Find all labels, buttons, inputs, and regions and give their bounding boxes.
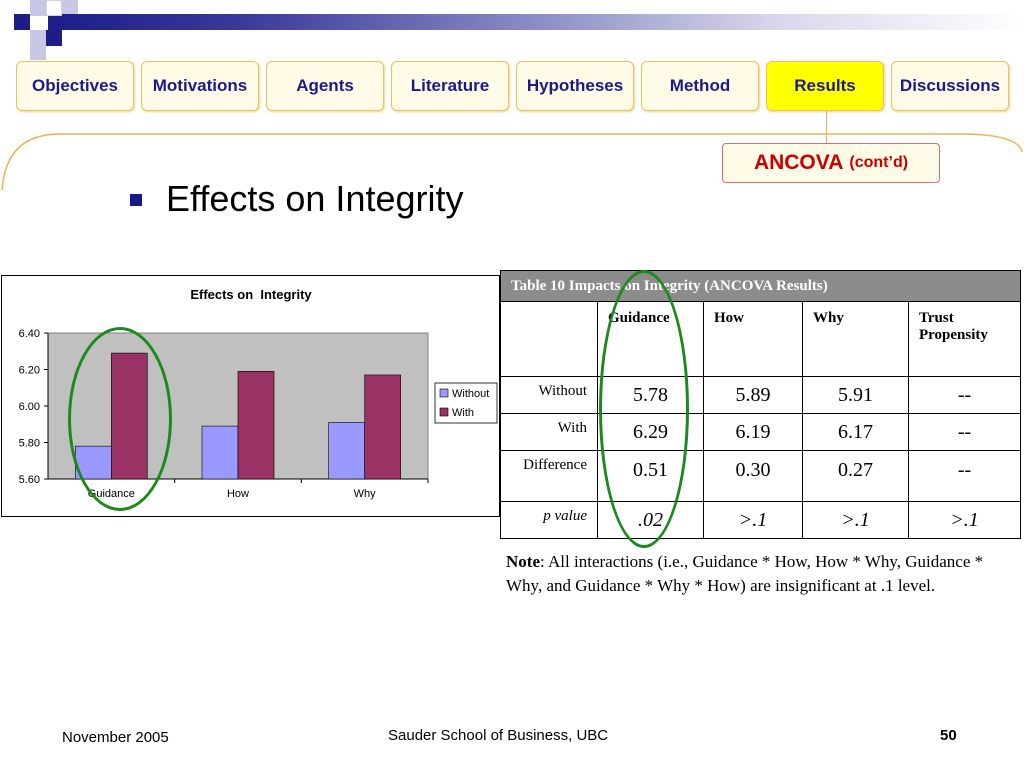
tab-literature[interactable]: Literature	[391, 61, 509, 111]
note-text: : All interactions (i.e., Guidance * How…	[506, 552, 984, 595]
row-label-with: With	[500, 413, 598, 451]
deco-square	[46, 0, 62, 16]
row-label-difference: Difference	[500, 450, 598, 502]
deco-square	[30, 46, 46, 60]
deco-square	[46, 30, 62, 46]
deco-square	[14, 14, 30, 30]
table-cell: 0.30	[703, 450, 803, 502]
bar-without-guidance	[75, 445, 112, 480]
header-empty-cell	[500, 301, 598, 377]
legend-label: Without	[452, 388, 489, 400]
y-tick-label: 5.80	[19, 438, 40, 450]
x-tick-label: How	[227, 488, 249, 500]
chart-container: Effects on Integrity 5.60 5.80 6.00 6.20 6.4…	[1, 275, 500, 517]
x-tick-label: Guidance	[88, 488, 135, 500]
col-header-why: Why	[802, 301, 909, 377]
table-cell: .02	[597, 501, 704, 539]
row-label-without: Without	[500, 376, 598, 414]
section-badge-main: ANCOVA	[753, 151, 844, 174]
deco-square	[30, 30, 46, 46]
tab-discussions[interactable]: Discussions	[891, 61, 1009, 111]
bar-without-how	[201, 425, 239, 480]
bullet-icon	[130, 194, 142, 206]
tab-objectives[interactable]: Objectives	[16, 61, 134, 111]
table-cell: >.1	[908, 501, 1021, 539]
col-header-trust-propensity: Trust Propensity	[908, 301, 1021, 377]
footer-date: November 2005	[62, 729, 169, 746]
results-table: Table 10 Impacts on Integrity (ANCOVA Re…	[500, 270, 1021, 539]
section-badge: ANCOVA (cont’d)	[722, 143, 940, 183]
table-cell: 0.27	[802, 450, 909, 502]
footer-page-number: 50	[940, 727, 957, 744]
tab-method[interactable]: Method	[641, 61, 759, 111]
table-cell: 5.91	[802, 376, 909, 414]
legend-label: With	[452, 407, 474, 419]
table-caption: Table 10 Impacts on Integrity (ANCOVA Re…	[500, 270, 1021, 302]
table-row: With 6.29 6.19 6.17 --	[500, 413, 1021, 451]
table-cell: >.1	[703, 501, 803, 539]
table-cell: 6.17	[802, 413, 909, 451]
table-note: Note: All interactions (i.e., Guidance *…	[506, 550, 996, 598]
deco-square	[62, 0, 78, 14]
y-tick-label: 6.20	[19, 365, 40, 377]
bar-without-why	[328, 422, 365, 480]
y-tick-label: 6.40	[19, 328, 40, 340]
tab-hypotheses[interactable]: Hypotheses	[516, 61, 634, 111]
table-row: Without 5.78 5.89 5.91 --	[500, 376, 1021, 414]
y-tick-label: 6.00	[19, 401, 40, 413]
tab-agents[interactable]: Agents	[266, 61, 384, 111]
table-cell: --	[908, 376, 1021, 414]
table-cell: 6.29	[597, 413, 704, 451]
table-cell: 0.51	[597, 450, 704, 502]
row-label-p-value: p value	[500, 501, 598, 539]
table-cell: --	[908, 450, 1021, 502]
table-cell: --	[908, 413, 1021, 451]
table-cell: >.1	[802, 501, 909, 539]
legend-swatch	[439, 407, 449, 417]
bar-chart: Effects on Integrity 5.60 5.80 6.00 6.20 6.4…	[19, 287, 498, 500]
legend-swatch	[439, 388, 449, 398]
bar-with-how	[237, 371, 275, 480]
note-label: Note	[506, 552, 540, 571]
bar-with-why	[364, 374, 401, 480]
top-decoration	[0, 0, 1024, 60]
chart-title: Effects on Integrity	[190, 287, 312, 302]
badge-connector	[826, 110, 827, 144]
slide-heading: Effects on Integrity	[166, 178, 464, 219]
footer-org: Sauder School of Business, UBC	[388, 727, 609, 744]
chart-legend: Without With	[434, 382, 498, 424]
col-header-guidance: Guidance	[597, 301, 704, 377]
table-row: Difference 0.51 0.30 0.27 --	[500, 450, 1021, 502]
bar-with-guidance	[111, 352, 148, 480]
table-cell: 6.19	[703, 413, 803, 451]
table-cell: 5.89	[703, 376, 803, 414]
table-row: p value .02 >.1 >.1 >.1	[500, 501, 1021, 539]
col-header-how: How	[703, 301, 803, 377]
deco-square	[30, 0, 46, 16]
y-tick-label: 5.60	[19, 474, 40, 486]
tab-results[interactable]: Results	[766, 61, 884, 111]
gradient-band	[48, 14, 1024, 30]
section-badge-sub: (cont’d)	[849, 154, 909, 171]
table-cell: 5.78	[597, 376, 704, 414]
x-tick-label: Why	[354, 488, 377, 500]
tab-motivations[interactable]: Motivations	[141, 61, 259, 111]
